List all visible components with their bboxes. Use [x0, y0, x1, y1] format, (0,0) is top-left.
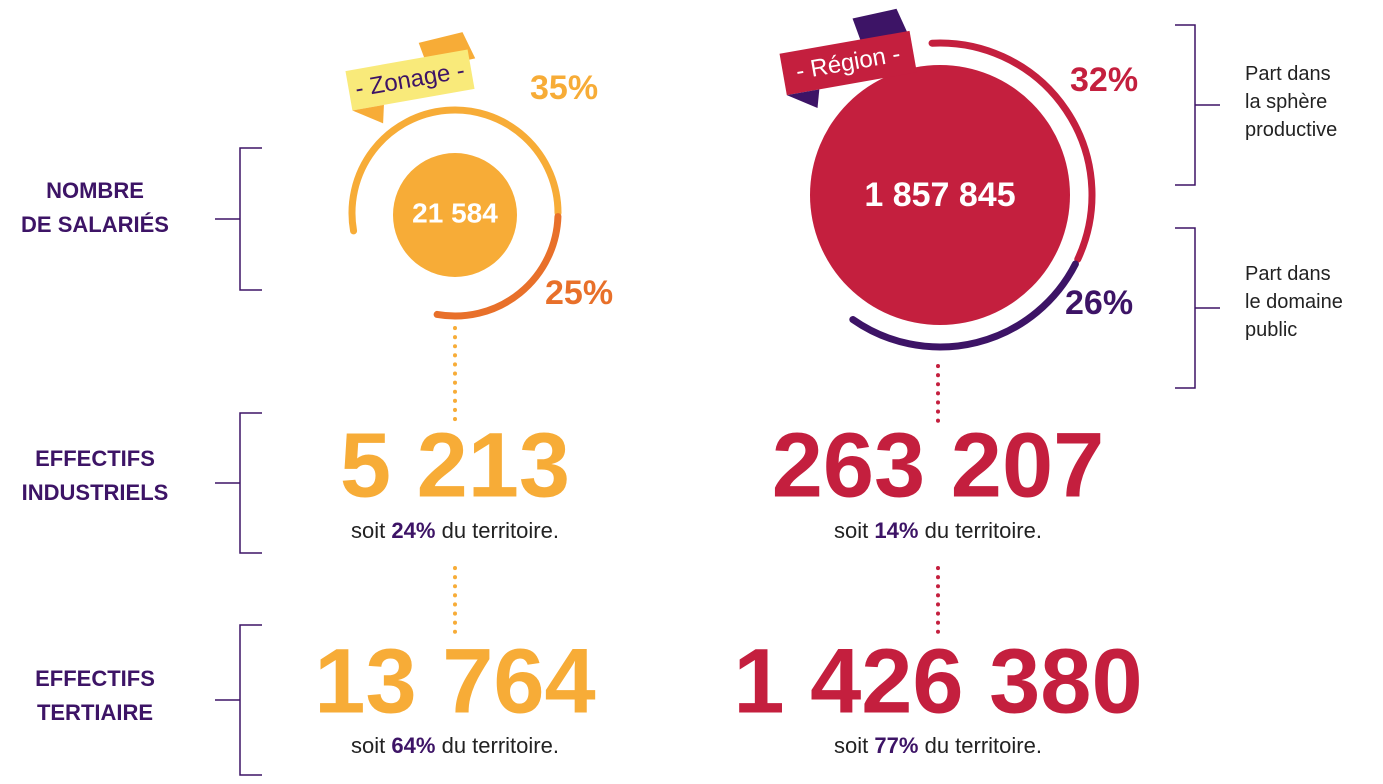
region-tag: - Région - [779, 8, 917, 108]
share-text: soit 64% du territoire. [351, 733, 559, 758]
zonage-share: 25% [545, 274, 613, 312]
region-share: 32% [1070, 61, 1138, 99]
region-share: 26% [1065, 284, 1133, 322]
zonage-arc [348, 106, 562, 235]
row-label: EFFECTIFS TERTIAIRE [35, 666, 155, 725]
share-text: soit 24% du territoire. [351, 518, 559, 543]
region-tertiaire: 1 426 380 [733, 630, 1142, 732]
row-brackets [215, 147, 262, 776]
region-arc [928, 39, 1096, 263]
legend-text: Part dans la sphère productive [1245, 63, 1337, 141]
zonage-total: 21 584 [412, 197, 498, 228]
zonage-industriels: 5 213 [340, 414, 570, 516]
row-label: EFFECTIFS INDUSTRIELS [22, 446, 169, 505]
legend-text: Part dans le domaine public [1245, 263, 1343, 341]
region-total: 1 857 845 [864, 176, 1015, 214]
zonage-tag: - Zonage - [345, 32, 476, 124]
zonage-tertiaire: 13 764 [314, 630, 595, 732]
share-text: soit 77% du territoire. [834, 733, 1042, 758]
legend-brackets [1175, 24, 1220, 389]
zonage-arc [433, 213, 562, 320]
region-industriels: 263 207 [772, 414, 1105, 516]
region-disc [810, 65, 1070, 325]
row-label: NOMBRE DE SALARIÉS [21, 178, 169, 237]
share-text: soit 14% du territoire. [834, 518, 1042, 543]
zonage-disc [393, 153, 517, 277]
region-arc [849, 260, 1079, 351]
connectors [453, 326, 940, 642]
zonage-share: 35% [530, 69, 598, 107]
